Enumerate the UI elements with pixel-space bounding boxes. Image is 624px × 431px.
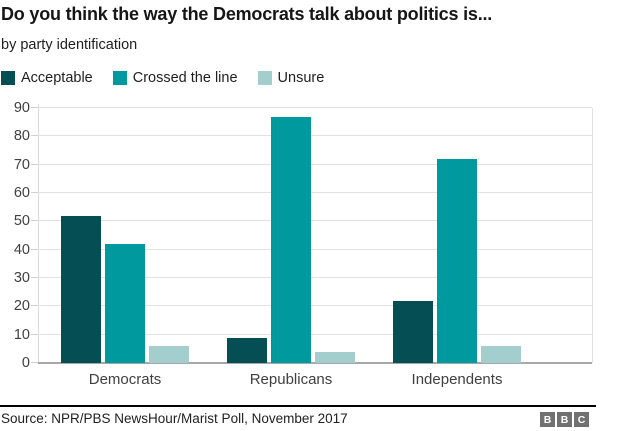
bbc-logo: B B C [540,412,589,427]
x-axis-label-democrats: Democrats [88,371,162,388]
bbc-logo-letter: B [557,412,572,427]
legend-label: Crossed the line [132,70,238,86]
y-axis-label: 40 [13,241,30,258]
y-axis-label: 90 [13,99,30,116]
y-axis-tick [31,192,38,193]
bar-crossed-the-line-independents [437,159,477,363]
bar-acceptable-independents [393,300,433,363]
chart-subtitle: by party identification [1,37,138,53]
gridline [38,248,592,250]
legend-label: Unsure [277,70,325,86]
gridline [38,277,592,278]
y-axis-tick [31,163,38,165]
bar-acceptable-republicans [227,337,267,363]
gridline [38,192,592,193]
y-axis-tick [31,248,38,250]
legend-item-acceptable: Acceptable [1,70,93,86]
legend-swatch-unsure [257,71,272,85]
y-axis-line [38,104,39,364]
bar-unsure-republicans [315,351,355,363]
bar-unsure-democrats [149,346,189,363]
y-axis-label: 50 [13,213,30,230]
y-axis-label: 80 [13,128,30,145]
legend-swatch-acceptable [1,71,15,85]
bar-unsure-independents [481,346,521,363]
y-axis-label: 60 [13,184,30,201]
x-axis-label-independents: Independents [411,371,503,388]
x-axis-label-republicans: Republicans [249,371,333,388]
bar-group-republicans [227,108,355,363]
source-text: Source: NPR/PBS NewsHour/Marist Poll, No… [1,411,348,426]
footer-divider [0,405,596,407]
x-axis-line [38,362,592,364]
y-axis-label: 10 [13,326,30,343]
bbc-logo-letter: B [540,412,555,427]
y-axis-label: 70 [13,156,30,173]
y-axis-tick [31,333,38,335]
bar-group-democrats [61,108,189,363]
y-axis-tick [31,305,38,307]
chart-title: Do you think the way the Democrats talk … [1,4,493,24]
bar-crossed-the-line-republicans [271,116,311,363]
bbc-logo-letter: C [574,412,589,427]
bar-acceptable-democrats [61,215,101,363]
plot-right-border [592,108,593,363]
y-axis-tick [31,277,38,278]
legend-swatch-crossed-the-line [112,71,127,85]
gridline [38,305,592,307]
y-axis-label: 20 [13,298,30,315]
bar-crossed-the-line-democrats [105,244,145,363]
gridline [38,135,592,137]
legend-item-unsure: Unsure [257,70,325,86]
plot-area [31,107,592,364]
y-axis-tick [31,220,38,222]
gridline [38,333,592,335]
legend-item-crossed-the-line: Crossed the line [112,70,238,86]
y-axis-label: 0 [21,354,30,371]
legend: Acceptable Crossed the line Unsure [1,70,324,86]
gridline [38,163,592,165]
y-axis-tick [31,135,38,137]
y-axis-label: 30 [13,269,30,286]
gridline [38,220,592,222]
bar-group-independents [393,108,521,363]
y-axis-tick [31,107,38,108]
gridline [38,107,592,108]
y-axis-tick [31,362,38,363]
legend-label: Acceptable [21,70,93,86]
